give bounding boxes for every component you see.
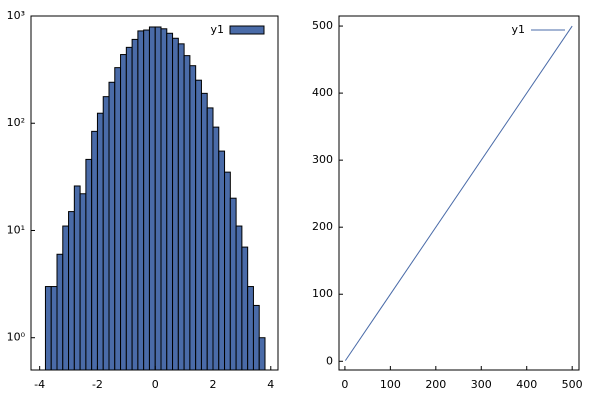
- line: [344, 25, 573, 361]
- bar: [241, 246, 249, 371]
- x-tick-label: 100: [380, 378, 401, 391]
- x-tick-label: 2: [210, 378, 217, 391]
- bar: [96, 112, 104, 371]
- x-tick-label: 4: [267, 378, 274, 391]
- bar: [125, 46, 133, 371]
- bar: [62, 225, 70, 371]
- bar: [154, 26, 162, 371]
- x-tick-label: 300: [471, 378, 492, 391]
- x-tick-label: 0: [341, 378, 348, 391]
- bar: [252, 304, 260, 371]
- bar: [102, 96, 110, 371]
- bar: [137, 30, 145, 371]
- bar: [183, 55, 191, 371]
- bar: [50, 286, 58, 371]
- bar: [189, 65, 197, 371]
- y-tick-label: 10²: [7, 116, 25, 129]
- legend-label: y1: [210, 23, 224, 36]
- y-tick-label: 10³: [7, 9, 25, 22]
- legend-label: y1: [511, 23, 525, 36]
- bar: [148, 26, 156, 371]
- bar: [85, 158, 93, 371]
- x-tick-label: 0: [152, 378, 159, 391]
- bar: [44, 286, 52, 371]
- bar: [235, 225, 243, 371]
- y-tick-label: 10¹: [7, 223, 25, 236]
- bar: [56, 253, 64, 371]
- legend-swatch: [229, 25, 265, 35]
- bar: [212, 126, 220, 371]
- y-tick-label: 10⁰: [7, 331, 26, 344]
- x-tick-label: 500: [562, 378, 583, 391]
- bar: [91, 130, 98, 371]
- x-tick-label: 200: [425, 378, 446, 391]
- plot-frame: [338, 15, 580, 371]
- bar: [172, 37, 179, 371]
- bar: [177, 43, 185, 371]
- y-tick-label: 300: [312, 153, 333, 166]
- bar: [114, 67, 122, 371]
- y-tick-label: 100: [312, 287, 333, 300]
- bar: [79, 193, 87, 371]
- bar: [131, 38, 139, 371]
- y-tick-label: 0: [326, 354, 333, 367]
- y-tick-label: 200: [312, 220, 333, 233]
- bar: [108, 81, 116, 371]
- y-tick-label: 500: [312, 19, 333, 32]
- bar: [160, 28, 168, 371]
- bar: [229, 197, 237, 371]
- bar: [73, 185, 81, 371]
- bar: [68, 211, 75, 371]
- bar: [195, 79, 202, 371]
- bar: [143, 29, 150, 371]
- x-tick-label: -2: [92, 378, 103, 391]
- x-tick-label: -4: [34, 378, 45, 391]
- plot-frame: [30, 15, 279, 371]
- bar: [206, 107, 214, 371]
- bar: [166, 32, 174, 371]
- bar: [224, 171, 231, 371]
- bar: [247, 286, 254, 371]
- bar: [120, 54, 127, 371]
- x-tick-label: 400: [516, 378, 537, 391]
- bar: [218, 150, 226, 371]
- bar: [258, 337, 266, 371]
- bar: [200, 92, 208, 371]
- y-tick-label: 400: [312, 86, 333, 99]
